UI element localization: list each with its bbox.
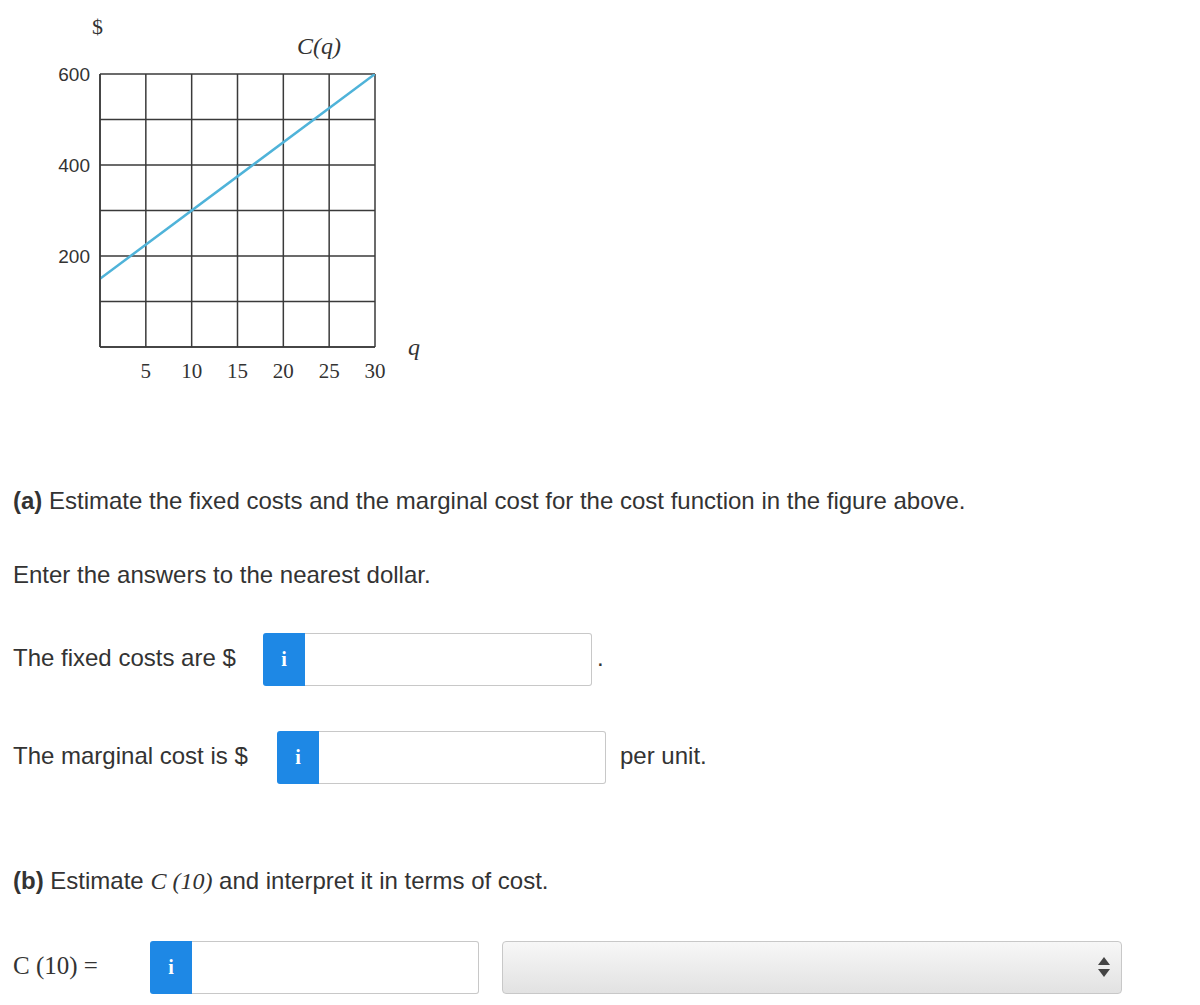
html-text:i: i <box>168 956 174 978</box>
html-text:(b) Estimate C (10) and interp: (b) Estimate C (10) and interpret it in … <box>13 867 549 894</box>
html-text:i: i <box>295 746 301 768</box>
html-text:C (10) =: C (10) = <box>13 952 98 979</box>
svg-text:20: 20 <box>273 359 294 383</box>
html-text:q: q <box>408 334 420 360</box>
svg-text:200: 200 <box>58 246 90 267</box>
svg-text:30: 30 <box>365 359 386 383</box>
svg-text:15: 15 <box>227 359 248 383</box>
svg-text:600: 600 <box>58 64 90 85</box>
html-text:(a) Estimate the fixed costs a: (a) Estimate the fixed costs and the mar… <box>13 487 966 514</box>
html-text:C(q): C(q) <box>297 33 341 59</box>
html-text:The marginal cost is $: The marginal cost is $ <box>13 742 248 769</box>
html-text:i: i <box>281 648 287 670</box>
svg-text:25: 25 <box>319 359 340 383</box>
svg-text:5: 5 <box>141 359 152 383</box>
html-text:The fixed costs are $: The fixed costs are $ <box>13 644 236 671</box>
svg-text:400: 400 <box>58 155 90 176</box>
svg-text:10: 10 <box>181 359 202 383</box>
html-text:Enter the answers to the neare: Enter the answers to the nearest dollar. <box>13 561 431 588</box>
html-text:per unit.: per unit. <box>620 742 707 769</box>
